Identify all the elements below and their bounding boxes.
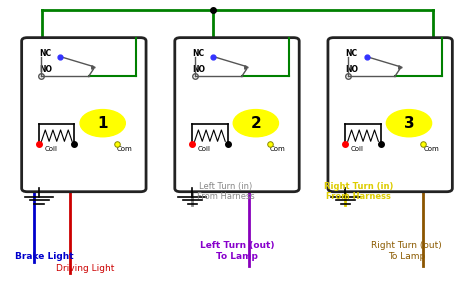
Text: 3: 3 xyxy=(404,116,414,131)
Text: Coil: Coil xyxy=(351,146,364,152)
Circle shape xyxy=(80,110,125,137)
Text: NO: NO xyxy=(346,65,358,74)
Text: NC: NC xyxy=(346,49,357,58)
FancyBboxPatch shape xyxy=(22,38,146,192)
Text: Coil: Coil xyxy=(198,146,211,152)
Circle shape xyxy=(233,110,278,137)
Text: Left Turn (out)
To Lamp: Left Turn (out) To Lamp xyxy=(200,241,274,261)
Text: NC: NC xyxy=(192,49,204,58)
Text: Brake Light: Brake Light xyxy=(15,252,73,261)
Text: NO: NO xyxy=(39,65,52,74)
Text: Right Turn (out)
To Lamp: Right Turn (out) To Lamp xyxy=(371,241,442,261)
Text: Right Turn (in)
From Harness: Right Turn (in) From Harness xyxy=(324,182,393,201)
Text: 2: 2 xyxy=(250,116,261,131)
Text: Com: Com xyxy=(423,146,439,152)
Text: Com: Com xyxy=(270,146,286,152)
Text: Left Turn (in)
From Harness: Left Turn (in) From Harness xyxy=(197,182,255,201)
Text: Driving Light: Driving Light xyxy=(55,264,114,273)
FancyBboxPatch shape xyxy=(175,38,299,192)
FancyBboxPatch shape xyxy=(328,38,452,192)
Text: Coil: Coil xyxy=(45,146,58,152)
Circle shape xyxy=(386,110,432,137)
Text: NO: NO xyxy=(192,65,205,74)
Text: 1: 1 xyxy=(98,116,108,131)
Text: Com: Com xyxy=(117,146,133,152)
Text: NC: NC xyxy=(39,49,51,58)
